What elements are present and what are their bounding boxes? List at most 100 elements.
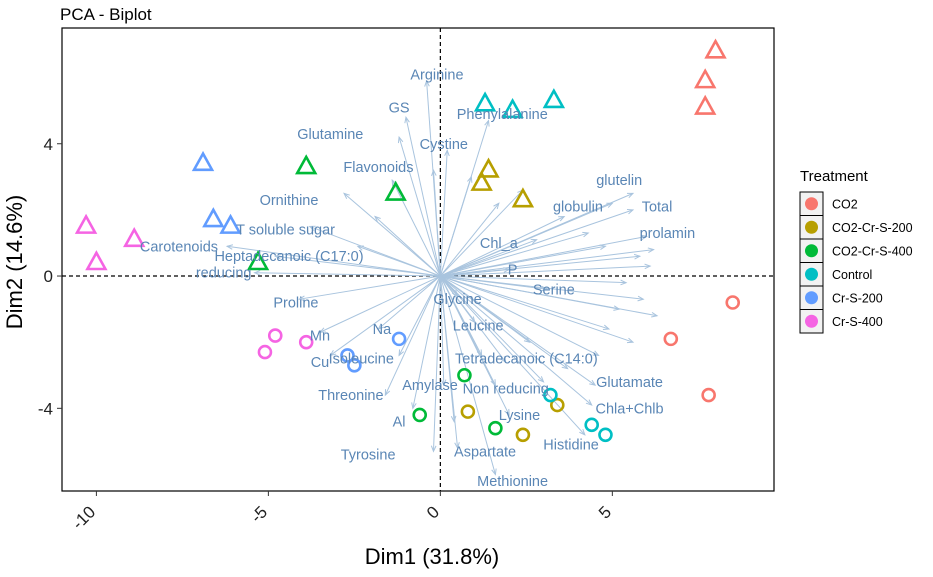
variable-arrow-extra-1-head — [633, 253, 642, 260]
variable-label: Chla+Chlb — [595, 401, 663, 417]
point-triangle — [85, 250, 108, 271]
variable-arrow — [439, 275, 510, 416]
variable-label: GS — [389, 100, 410, 116]
variable-arrow — [405, 117, 441, 277]
variable-arrow-head — [343, 192, 350, 199]
variable-arrow-extra-21-head — [523, 336, 531, 343]
point-circle — [340, 348, 355, 363]
variable-arrow-head — [430, 445, 437, 453]
point-triangle — [501, 98, 524, 119]
variable-arrow-extra-8-head — [626, 337, 635, 344]
variable-arrow-head — [424, 79, 430, 87]
legend-label: CO2-Cr-S-400 — [832, 244, 913, 258]
variable-arrow-head — [318, 327, 326, 333]
variable-arrow-extra-11-head — [537, 376, 545, 383]
point-circle — [550, 397, 565, 413]
variable-arrow-head — [298, 295, 306, 302]
variable-label: prolamin — [640, 226, 696, 242]
variable-arrow-extra-4-head — [637, 295, 645, 302]
point-triangle — [542, 88, 566, 109]
variable-arrow-extra-3 — [440, 275, 627, 284]
variable-arrow-head — [640, 234, 648, 241]
variable-label: globulin — [553, 200, 603, 216]
variable-arrow-head — [384, 389, 391, 397]
variable-arrow-head — [225, 244, 234, 250]
variable-arrow-extra-7 — [440, 275, 610, 330]
variable-arrow-head — [504, 408, 510, 417]
variable-label: Amylase — [402, 378, 458, 394]
point-circle — [663, 331, 679, 347]
variable-label: Ornithine — [260, 193, 319, 209]
variable-arrow-extra-0 — [440, 249, 654, 277]
point-circle — [347, 358, 362, 373]
variable-label: Tetradecanoic (C14:0) — [455, 352, 598, 368]
point-triangle — [74, 213, 98, 234]
variable-label: Serine — [533, 282, 575, 298]
variable-arrow-head — [589, 379, 597, 386]
variable-arrow-head — [530, 238, 538, 245]
variable-arrow-head — [440, 379, 447, 387]
variable-arrow — [275, 255, 441, 277]
point-circle — [298, 334, 314, 350]
variable-arrow-head — [469, 316, 476, 324]
variable-arrow-extra-7-head — [602, 324, 611, 331]
variable-label: Glutamate — [596, 375, 663, 391]
point-circle — [391, 331, 407, 347]
variable-arrow-extra-3-head — [620, 279, 628, 286]
point-circle — [460, 404, 476, 419]
y-tick-label: 0 — [44, 267, 53, 286]
variable-label: Al — [393, 415, 406, 431]
variable-arrow-extra-13 — [439, 189, 524, 277]
variable-arrow-extra-14-head — [493, 202, 500, 210]
variable-arrow-head — [490, 379, 496, 387]
variable-arrow-head — [411, 402, 417, 410]
variable-label: Leucine — [453, 319, 504, 335]
point-triangle — [202, 207, 225, 228]
point-circle — [412, 407, 428, 423]
chart-title: PCA - Biplot — [60, 5, 152, 24]
variable-arrow-head — [454, 442, 460, 450]
variable-arrow-extra-8 — [440, 275, 634, 343]
legend-key — [805, 220, 818, 234]
variable-arrow — [432, 276, 441, 452]
variable-arrow-extra-9-head — [592, 350, 600, 356]
variable-arrow-extra-22-head — [500, 356, 507, 364]
point-circle — [584, 417, 600, 433]
variable-arrow — [299, 275, 441, 300]
point-circle — [598, 427, 613, 443]
variable-arrow-extra-2 — [440, 265, 651, 277]
point-triangle — [704, 38, 727, 59]
point-triangle — [477, 157, 500, 178]
point-triangle — [295, 154, 318, 175]
variable-arrow-head — [626, 192, 635, 199]
variable-arrow — [440, 268, 510, 277]
variable-arrow-extra-2-head — [644, 263, 652, 270]
variable-arrow — [432, 170, 441, 277]
variable-arrow-head — [626, 208, 635, 215]
variable-label: Cu — [311, 355, 330, 371]
variable-arrow-extra-18-head — [374, 215, 381, 223]
panel-border — [61, 27, 775, 492]
variable-arrow-extra-11 — [439, 275, 544, 383]
variable-arrow-extra-6 — [440, 275, 658, 317]
variable-arrow — [398, 136, 441, 277]
variable-arrow — [398, 275, 441, 356]
variable-arrow-extra-16 — [440, 232, 589, 277]
variable-arrow — [439, 275, 476, 323]
variable-label: Non reducing — [463, 381, 549, 397]
variable-arrow-extra-20 — [391, 179, 441, 277]
variable-arrow — [440, 275, 593, 406]
variable-arrow — [412, 275, 441, 409]
variable-label: glutelin — [596, 173, 642, 189]
variable-arrow — [329, 275, 441, 356]
legend-label: Cr-S-200 — [832, 291, 883, 305]
point-triangle — [470, 170, 493, 191]
y-tick-label: 4 — [44, 135, 53, 154]
variable-arrow — [440, 275, 596, 386]
variable-arrow-head — [431, 168, 437, 177]
variable-label: Phenylalanine — [457, 107, 548, 123]
variable-arrow-head — [398, 349, 405, 357]
variable-arrow-head — [491, 468, 497, 476]
point-circle — [267, 328, 283, 343]
